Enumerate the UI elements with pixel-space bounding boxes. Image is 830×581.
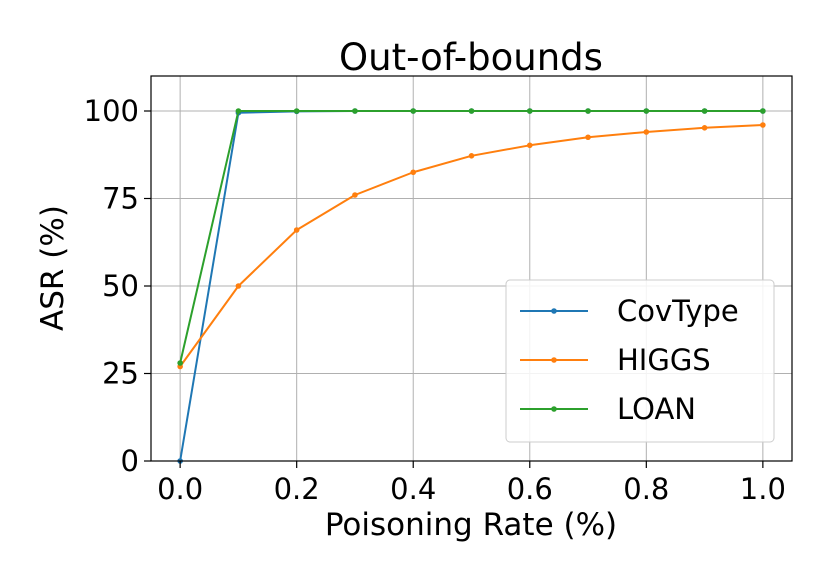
data-point-higgs (526, 142, 533, 149)
data-point-loan (585, 108, 591, 114)
axis-ticks: 0.0 0.2 0.4 0.6 0.8 1.0 0 25 50 75 100 (84, 94, 786, 506)
data-point-loan (643, 108, 650, 114)
y-tick-label: 50 (102, 269, 139, 303)
y-tick-label: 25 (102, 357, 139, 391)
y-tick-label: 75 (102, 182, 139, 216)
y-tick-label: 0 (121, 444, 139, 478)
legend-label-loan: LOAN (617, 392, 696, 426)
legend-frame (505, 279, 775, 443)
data-point-higgs (585, 134, 591, 141)
data-point-higgs (352, 192, 358, 198)
x-tick-label: 0.8 (623, 472, 669, 506)
data-point-loan (235, 108, 242, 114)
x-tick-label: 1.0 (740, 472, 786, 506)
data-point-higgs (235, 283, 242, 289)
data-point-loan (760, 108, 766, 114)
y-tick-label: 100 (84, 94, 139, 128)
data-point-higgs (760, 122, 766, 128)
data-point-loan (526, 108, 533, 114)
chart-title: Out-of-bounds (339, 36, 603, 79)
data-point-higgs (293, 227, 300, 233)
data-point-loan (293, 108, 300, 114)
data-point-higgs (701, 125, 708, 131)
legend-marker-loan (551, 406, 557, 412)
legend-label-covtype: CovType (617, 294, 739, 328)
legend-marker-higgs (551, 357, 557, 363)
x-tick-label: 0.2 (274, 472, 320, 506)
legend-label-higgs: HIGGS (617, 343, 711, 377)
x-tick-label: 0.6 (507, 472, 553, 506)
data-point-higgs (468, 153, 475, 159)
data-point-higgs (410, 169, 417, 176)
x-tick-label: 0.0 (157, 472, 203, 506)
data-point-loan (177, 360, 183, 366)
plot-area-frame (150, 75, 793, 462)
series-layer (177, 108, 766, 464)
y-axis-label: ASR (%) (35, 205, 71, 331)
x-axis-label: Poisoning Rate (%) (325, 507, 617, 543)
x-tick-label: 0.4 (390, 472, 436, 506)
data-point-loan (352, 108, 358, 114)
data-point-loan (701, 108, 708, 114)
legend-marker-covtype (551, 308, 557, 314)
data-point-loan (468, 108, 475, 114)
data-point-higgs (643, 129, 650, 135)
legend: CovType HIGGS LOAN (505, 279, 775, 443)
data-point-loan (410, 108, 417, 114)
